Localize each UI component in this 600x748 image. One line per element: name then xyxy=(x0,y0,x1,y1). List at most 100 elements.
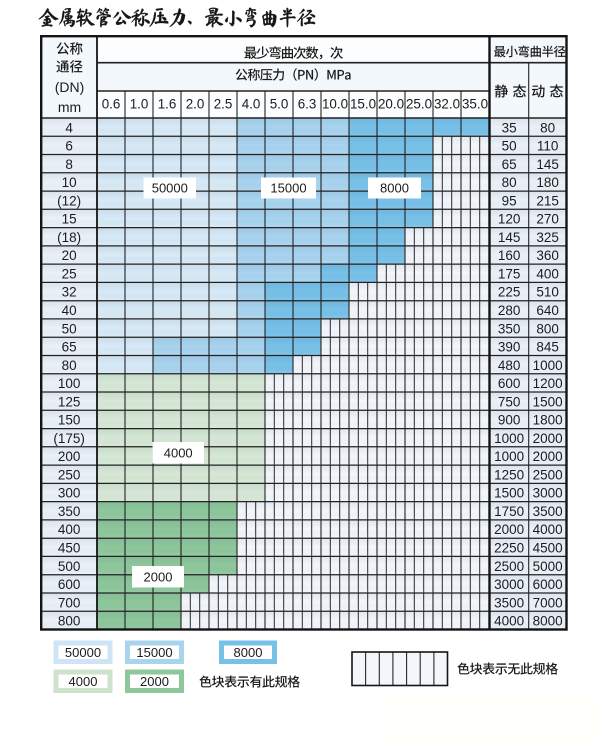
svg-text:2500: 2500 xyxy=(533,467,563,482)
svg-text:15.0: 15.0 xyxy=(350,97,376,112)
svg-text:20.0: 20.0 xyxy=(378,97,404,112)
svg-text:1750: 1750 xyxy=(494,504,524,519)
svg-text:200: 200 xyxy=(58,449,81,464)
svg-text:6: 6 xyxy=(65,139,73,154)
svg-text:80: 80 xyxy=(540,120,555,135)
svg-text:600: 600 xyxy=(58,577,81,592)
svg-text:25: 25 xyxy=(62,267,77,282)
svg-text:800: 800 xyxy=(536,321,559,336)
svg-text:1250: 1250 xyxy=(494,467,524,482)
svg-text:(18): (18) xyxy=(57,230,81,245)
svg-text:4000: 4000 xyxy=(164,445,193,460)
svg-text:3000: 3000 xyxy=(494,577,524,592)
svg-text:3500: 3500 xyxy=(533,504,563,519)
svg-text:250: 250 xyxy=(58,467,81,482)
svg-text:50000: 50000 xyxy=(65,645,101,660)
svg-text:8: 8 xyxy=(65,157,73,172)
svg-text:1000: 1000 xyxy=(494,431,524,446)
svg-text:145: 145 xyxy=(498,230,521,245)
svg-text:8000: 8000 xyxy=(234,645,263,660)
svg-text:750: 750 xyxy=(498,394,521,409)
svg-text:32.0: 32.0 xyxy=(434,97,460,112)
svg-text:1000: 1000 xyxy=(533,358,563,373)
svg-text:450: 450 xyxy=(58,541,81,556)
svg-text:120: 120 xyxy=(498,212,521,227)
svg-text:215: 215 xyxy=(536,193,559,208)
svg-text:2250: 2250 xyxy=(494,541,524,556)
svg-text:845: 845 xyxy=(536,340,559,355)
svg-text:4: 4 xyxy=(65,120,73,135)
svg-text:65: 65 xyxy=(502,157,517,172)
svg-text:640: 640 xyxy=(536,303,559,318)
svg-text:50: 50 xyxy=(62,321,77,336)
svg-text:65: 65 xyxy=(62,340,77,355)
svg-text:600: 600 xyxy=(498,376,521,391)
svg-text:1000: 1000 xyxy=(494,449,524,464)
svg-text:50000: 50000 xyxy=(152,181,188,196)
svg-text:145: 145 xyxy=(536,157,559,172)
svg-text:2000: 2000 xyxy=(494,522,524,537)
svg-text:80: 80 xyxy=(502,175,517,190)
svg-text:15000: 15000 xyxy=(270,181,306,196)
svg-text:4000: 4000 xyxy=(533,522,563,537)
svg-text:800: 800 xyxy=(58,614,81,629)
svg-text:390: 390 xyxy=(498,340,521,355)
svg-text:2.0: 2.0 xyxy=(186,97,205,112)
svg-text:3500: 3500 xyxy=(494,595,524,610)
svg-text:900: 900 xyxy=(498,413,521,428)
svg-text:350: 350 xyxy=(498,321,521,336)
svg-text:7000: 7000 xyxy=(533,595,563,610)
svg-text:80: 80 xyxy=(62,358,77,373)
svg-text:6000: 6000 xyxy=(533,577,563,592)
svg-text:180: 180 xyxy=(536,175,559,190)
svg-text:1500: 1500 xyxy=(533,394,563,409)
svg-text:150: 150 xyxy=(58,413,81,428)
svg-text:480: 480 xyxy=(498,358,521,373)
svg-text:270: 270 xyxy=(536,212,559,227)
svg-text:5000: 5000 xyxy=(533,559,563,574)
svg-text:280: 280 xyxy=(498,303,521,318)
svg-text:3000: 3000 xyxy=(533,486,563,501)
svg-text:(DN): (DN) xyxy=(55,79,85,95)
svg-text:325: 325 xyxy=(536,230,559,245)
svg-text:8000: 8000 xyxy=(380,181,409,196)
svg-text:6.3: 6.3 xyxy=(298,97,317,112)
svg-text:2.5: 2.5 xyxy=(214,97,233,112)
svg-text:32: 32 xyxy=(62,285,77,300)
svg-text:360: 360 xyxy=(536,248,559,263)
svg-text:300: 300 xyxy=(58,486,81,501)
svg-text:5.0: 5.0 xyxy=(270,97,289,112)
svg-text:4000: 4000 xyxy=(69,674,98,689)
svg-text:0.6: 0.6 xyxy=(102,97,121,112)
svg-text:1.6: 1.6 xyxy=(158,97,177,112)
svg-text:1200: 1200 xyxy=(533,376,563,391)
svg-text:10: 10 xyxy=(62,175,77,190)
svg-text:110: 110 xyxy=(537,139,559,154)
svg-text:4.0: 4.0 xyxy=(242,97,261,112)
svg-text:1800: 1800 xyxy=(533,413,563,428)
svg-text:35.0: 35.0 xyxy=(462,97,488,112)
svg-text:125: 125 xyxy=(58,394,81,409)
svg-text:1.0: 1.0 xyxy=(130,97,149,112)
svg-text:2500: 2500 xyxy=(494,559,524,574)
svg-text:1500: 1500 xyxy=(494,486,524,501)
svg-text:(12): (12) xyxy=(57,193,81,208)
svg-text:40: 40 xyxy=(62,303,77,318)
svg-text:500: 500 xyxy=(58,559,81,574)
svg-text:95: 95 xyxy=(502,193,517,208)
svg-text:mm: mm xyxy=(58,99,81,115)
svg-text:510: 510 xyxy=(536,285,559,300)
svg-text:10.0: 10.0 xyxy=(322,97,348,112)
svg-text:2000: 2000 xyxy=(140,674,169,689)
svg-text:15: 15 xyxy=(62,212,77,227)
svg-text:2000: 2000 xyxy=(144,569,173,584)
svg-text:225: 225 xyxy=(498,285,521,300)
svg-text:25.0: 25.0 xyxy=(406,97,432,112)
svg-text:160: 160 xyxy=(498,248,521,263)
svg-text:350: 350 xyxy=(58,504,81,519)
svg-text:175: 175 xyxy=(498,267,521,282)
svg-text:2000: 2000 xyxy=(533,431,563,446)
svg-text:20: 20 xyxy=(62,248,77,263)
svg-text:700: 700 xyxy=(58,595,81,610)
svg-text:4000: 4000 xyxy=(494,614,524,629)
